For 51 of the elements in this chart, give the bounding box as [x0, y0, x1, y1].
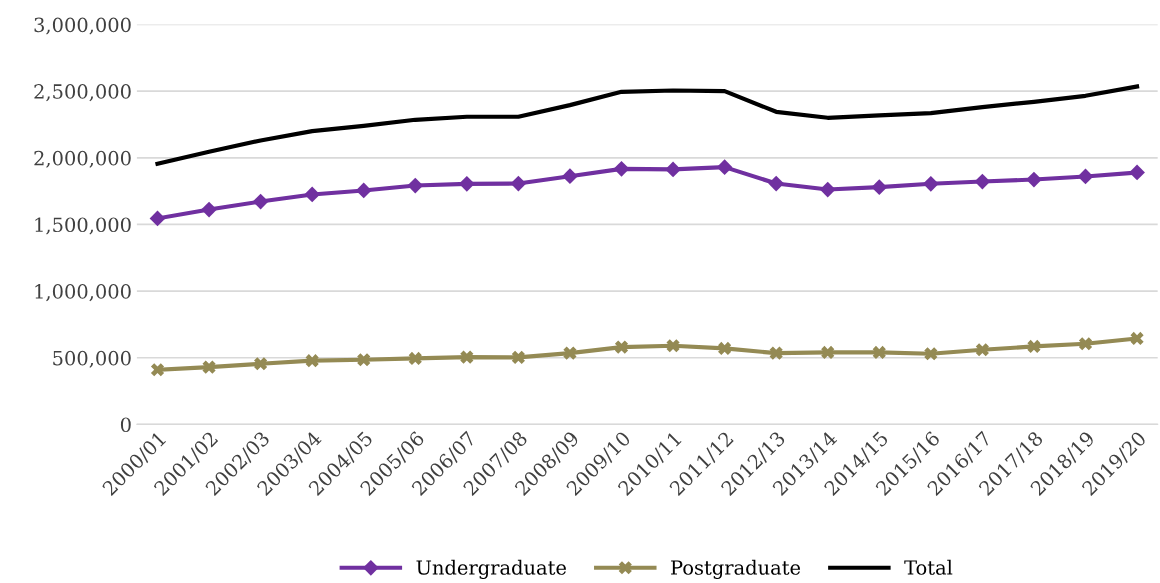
point — [355, 182, 372, 199]
point — [1026, 171, 1042, 188]
y-tick-label: 2,500,000 — [34, 84, 131, 102]
point — [562, 168, 578, 185]
point — [357, 353, 371, 367]
point — [821, 345, 835, 360]
point — [922, 175, 939, 192]
point — [201, 201, 217, 218]
point — [614, 340, 629, 354]
point — [408, 351, 422, 366]
y-tick-label: 1,500,000 — [35, 217, 131, 235]
point — [819, 181, 836, 198]
point — [407, 177, 424, 194]
point — [716, 159, 733, 175]
y-tick-label: 3,000,000 — [34, 17, 131, 35]
point — [460, 350, 474, 364]
point — [1130, 331, 1144, 346]
point — [613, 161, 630, 177]
point — [1129, 164, 1145, 181]
y-tick-label: 2,000,000 — [34, 150, 131, 168]
point — [871, 179, 888, 195]
point — [769, 346, 783, 360]
point — [1027, 339, 1041, 354]
point — [974, 173, 991, 190]
point — [252, 193, 269, 210]
point — [305, 354, 319, 368]
point — [563, 346, 577, 360]
point — [458, 175, 475, 192]
point — [1077, 168, 1094, 185]
point — [304, 186, 321, 203]
point — [149, 210, 166, 227]
point — [718, 341, 732, 356]
point — [202, 360, 216, 374]
legend-label: Total — [904, 559, 953, 575]
point — [511, 350, 525, 364]
point — [254, 357, 268, 371]
point — [872, 345, 886, 360]
point — [924, 347, 938, 361]
legend-label: Undergraduate — [416, 559, 566, 579]
y-tick-label: 0 — [120, 417, 131, 433]
legend-label: Postgraduate — [671, 559, 801, 579]
point — [666, 339, 680, 353]
point — [665, 161, 681, 178]
y-tick-label: 500,000 — [53, 350, 131, 368]
point — [1078, 337, 1093, 351]
point — [975, 343, 989, 357]
point — [510, 175, 527, 192]
line-series — [155, 84, 1140, 166]
point — [768, 175, 785, 192]
y-tick-label: 1,000,000 — [35, 284, 131, 302]
point — [150, 363, 165, 377]
